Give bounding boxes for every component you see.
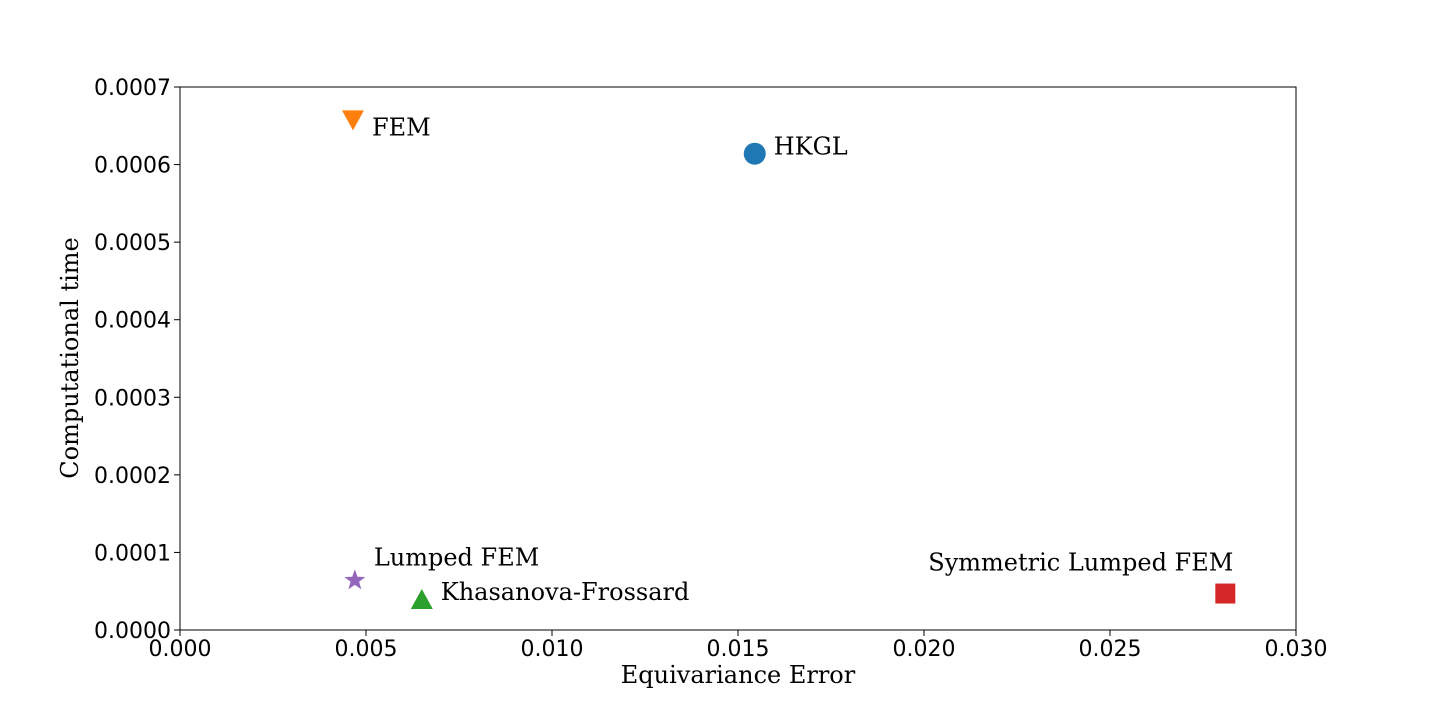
y-tick-label: 0.0002 xyxy=(94,464,171,489)
x-tick-label: 0.020 xyxy=(893,637,956,662)
lumped-fem-point xyxy=(344,569,366,590)
x-tick-label: 0.010 xyxy=(521,637,584,662)
y-axis-label: Computational time xyxy=(56,237,84,478)
x-axis-ticks: 0.000 0.005 0.010 0.015 0.020 0.025 0.030 xyxy=(149,630,1328,662)
point-label: FEM xyxy=(372,113,431,141)
x-axis-label: Equivariance Error xyxy=(621,661,856,689)
y-tick-label: 0.0005 xyxy=(94,231,171,256)
point-label: HKGL xyxy=(774,133,848,161)
y-tick-label: 0.0006 xyxy=(94,154,171,179)
x-tick-label: 0.000 xyxy=(149,637,212,662)
symmetric-lumped-fem-point xyxy=(1215,583,1236,604)
x-tick-label: 0.005 xyxy=(335,637,398,662)
x-tick-label: 0.015 xyxy=(707,637,770,662)
y-tick-label: 0.0001 xyxy=(94,541,171,566)
point-label: Lumped FEM xyxy=(374,543,539,571)
y-tick-label: 0.0000 xyxy=(94,619,171,644)
fem-point xyxy=(341,110,364,131)
y-tick-label: 0.0003 xyxy=(94,386,171,411)
data-points: HKGL FEM Khasanova-Frossard Symmetric Lumpe… xyxy=(341,110,1236,609)
x-tick-label: 0.030 xyxy=(1265,637,1328,662)
y-tick-label: 0.0004 xyxy=(94,309,171,334)
y-tick-label: 0.0007 xyxy=(94,76,171,101)
point-label: Khasanova-Frossard xyxy=(441,578,690,606)
khasanova-frossard-point xyxy=(410,588,433,609)
point-label: Symmetric Lumped FEM xyxy=(928,549,1233,577)
y-axis-ticks: 0.0000 0.0001 0.0002 0.0003 0.0004 0.0005 0.00… xyxy=(94,76,180,644)
hkgl-point xyxy=(743,142,766,165)
x-tick-label: 0.025 xyxy=(1079,637,1142,662)
